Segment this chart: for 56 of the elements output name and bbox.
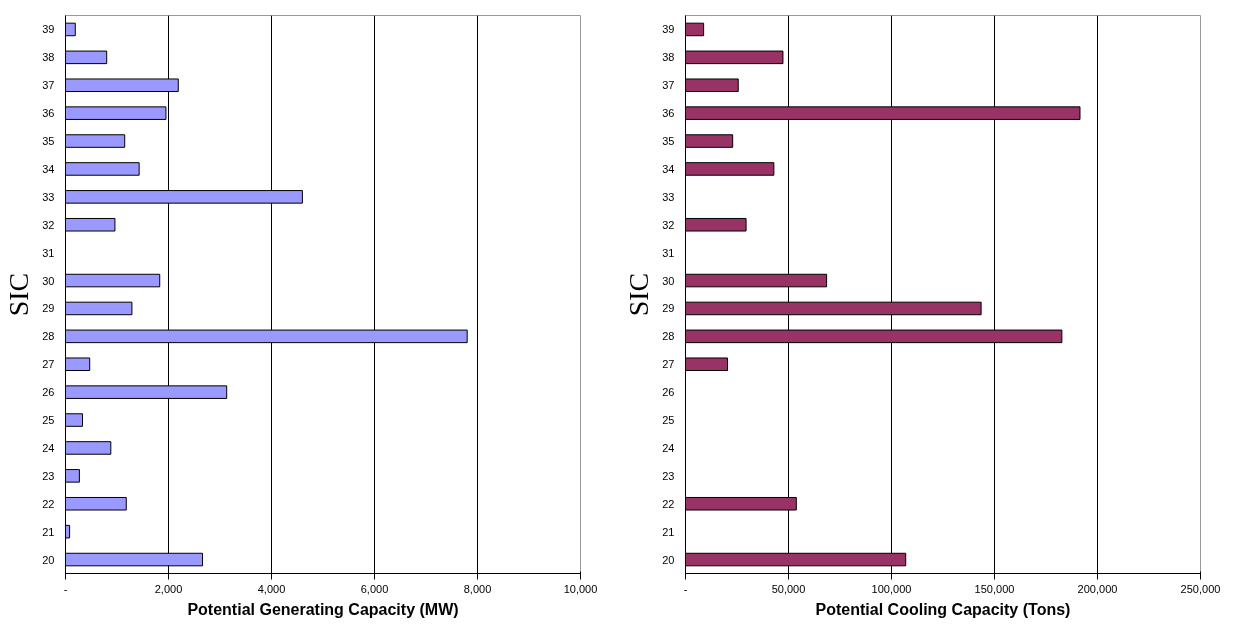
y-tick-label: 20	[42, 553, 55, 566]
y-tick-label: 37	[662, 79, 675, 92]
x-tick-label: 4,000	[257, 582, 286, 595]
y-tick-label: 30	[42, 274, 55, 287]
y-tick-label: 29	[662, 302, 675, 315]
x-axis-title: Potential Generating Capacity (MW)	[187, 600, 459, 618]
y-tick-label: 27	[662, 358, 675, 371]
x-tick-label: 200,000	[1077, 582, 1118, 595]
y-tick-label: 31	[662, 246, 675, 259]
y-tick-label: 26	[42, 386, 55, 399]
y-tick-label: 32	[662, 218, 675, 231]
y-axis-title: SIC	[623, 272, 655, 317]
y-tick-label: 39	[42, 23, 55, 36]
y-tick-label: 28	[662, 330, 675, 343]
x-tick-label: 150,000	[974, 582, 1015, 595]
y-tick-label: 24	[42, 441, 55, 454]
y-tick-label: 37	[42, 79, 55, 92]
x-tick-label: 100,000	[871, 582, 912, 595]
y-tick-label: 23	[662, 469, 675, 482]
y-tick-label: 20	[662, 553, 675, 566]
y-tick-label: 35	[42, 135, 55, 148]
y-tick-label: 33	[662, 190, 675, 203]
y-tick-label: 39	[662, 23, 675, 36]
y-tick-label: 24	[662, 441, 675, 454]
y-tick-label: 36	[42, 107, 55, 120]
x-tick-label: 8,000	[463, 582, 492, 595]
x-axis-title: Potential Cooling Capacity (Tons)	[815, 600, 1071, 618]
y-tick-label: 33	[42, 190, 55, 203]
y-tick-label: 21	[662, 525, 675, 538]
y-tick-label: 29	[42, 302, 55, 315]
y-tick-label: 30	[662, 274, 675, 287]
y-tick-label: 34	[662, 162, 675, 175]
y-tick-label: 35	[662, 135, 675, 148]
y-tick-label: 34	[42, 162, 55, 175]
y-axis-title: SIC	[3, 272, 35, 317]
x-tick-label: 6,000	[360, 582, 389, 595]
y-tick-label: 27	[42, 358, 55, 371]
y-tick-label: 32	[42, 218, 55, 231]
y-tick-label: 26	[662, 386, 675, 399]
y-tick-label: 23	[42, 469, 55, 482]
x-tick-label: 250,000	[1180, 582, 1221, 595]
y-tick-label: 21	[42, 525, 55, 538]
y-tick-label: 25	[42, 414, 55, 427]
y-tick-label: 31	[42, 246, 55, 259]
y-tick-label: 22	[662, 497, 675, 510]
x-tick-label: 2,000	[154, 582, 183, 595]
y-tick-label: 25	[662, 414, 675, 427]
x-tick-label: -	[683, 582, 688, 595]
y-tick-label: 22	[42, 497, 55, 510]
x-tick-label: 10,000	[563, 582, 598, 595]
x-tick-label: -	[63, 582, 68, 595]
y-tick-label: 28	[42, 330, 55, 343]
y-tick-label: 38	[42, 51, 55, 64]
x-tick-label: 50,000	[771, 582, 806, 595]
y-tick-label: 36	[662, 107, 675, 120]
y-tick-label: 38	[662, 51, 675, 64]
